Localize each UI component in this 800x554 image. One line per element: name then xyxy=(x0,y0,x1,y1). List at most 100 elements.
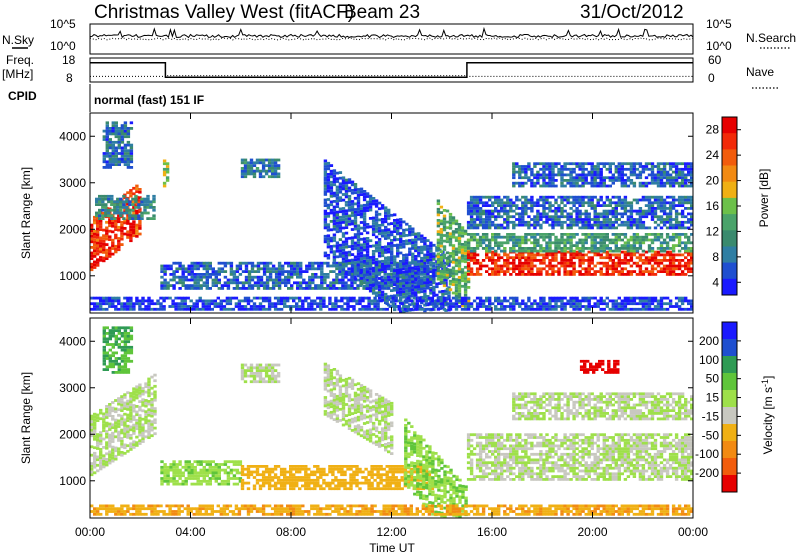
heatmap-cell xyxy=(399,282,403,286)
heatmap-cell xyxy=(250,275,255,279)
heatmap-cell xyxy=(602,223,606,227)
heatmap-cell xyxy=(638,267,643,271)
heatmap-cell xyxy=(436,224,441,228)
heatmap-cell xyxy=(656,179,661,182)
heatmap-cell xyxy=(341,179,346,182)
heatmap-cell xyxy=(665,264,670,268)
heatmap-cell xyxy=(368,258,373,262)
heatmap-cell xyxy=(102,234,106,238)
heatmap-cell xyxy=(117,296,121,300)
heatmap-cell xyxy=(350,253,355,256)
heatmap-cell xyxy=(641,215,646,219)
heatmap-cell xyxy=(542,204,546,207)
heatmap-cell xyxy=(304,296,308,300)
heatmap-cell xyxy=(605,273,609,276)
heatmap-cell xyxy=(396,246,400,250)
heatmap-cell xyxy=(442,299,447,303)
heatmap-cell xyxy=(605,184,609,188)
heatmap-cell xyxy=(353,277,358,281)
heatmap-cell xyxy=(308,264,312,268)
heatmap-cell xyxy=(317,275,321,279)
heatmap-cell xyxy=(110,217,114,220)
heatmap-cell xyxy=(439,278,444,281)
heatmap-cell xyxy=(355,299,359,303)
heatmap-cell xyxy=(557,209,561,213)
heatmap-cell xyxy=(614,244,618,247)
heatmap-cell xyxy=(328,307,332,311)
heatmap-cell xyxy=(417,254,421,258)
heatmap-cell xyxy=(335,205,340,208)
heatmap-cell xyxy=(108,127,112,130)
heatmap-cell xyxy=(466,302,471,306)
heatmap-cell xyxy=(317,267,321,271)
heatmap-cell xyxy=(368,217,373,220)
heatmap-cell xyxy=(429,263,433,267)
heatmap-cell xyxy=(320,278,324,282)
heatmap-cell xyxy=(626,209,631,213)
heatmap-cell xyxy=(96,241,100,245)
heatmap-cell xyxy=(524,170,528,174)
heatmap-cell xyxy=(313,299,317,303)
heatmap-cell xyxy=(326,284,330,287)
heatmap-cell xyxy=(439,244,444,248)
heatmap-cell xyxy=(665,212,670,216)
heatmap-cell xyxy=(542,253,546,257)
heatmap-cell xyxy=(102,302,106,306)
heatmap-cell xyxy=(343,296,347,300)
heatmap-cell xyxy=(165,167,170,171)
freq-traces xyxy=(90,62,693,78)
heatmap-cell xyxy=(435,285,439,289)
heatmap-cell xyxy=(626,162,631,166)
heatmap-cell xyxy=(196,273,200,276)
heatmap-cell xyxy=(629,170,634,174)
heatmap-cell xyxy=(423,264,427,268)
heatmap-cell xyxy=(641,184,646,188)
heatmap-cell xyxy=(572,235,576,239)
heatmap-cell xyxy=(143,208,147,212)
heatmap-cell xyxy=(632,220,637,224)
heatmap-cell xyxy=(445,273,450,277)
heatmap-cell xyxy=(347,262,352,265)
heatmap-cell xyxy=(249,172,254,176)
heatmap-cell xyxy=(264,299,269,303)
heatmap-cell xyxy=(417,248,421,252)
heatmap-cell xyxy=(614,305,618,308)
heatmap-cell xyxy=(481,204,486,207)
heatmap-cell xyxy=(383,273,387,276)
heatmap-cell xyxy=(497,235,501,239)
heatmap-cell xyxy=(314,267,318,271)
heatmap-cell xyxy=(644,184,649,188)
heatmap-cell xyxy=(287,287,291,290)
heatmap-cell xyxy=(680,223,685,227)
heatmap-cell xyxy=(93,263,97,267)
heatmap-cell xyxy=(332,244,337,248)
heatmap-cell xyxy=(243,161,248,165)
heatmap-cell xyxy=(114,163,118,166)
heatmap-cell xyxy=(261,164,266,167)
heatmap-cell xyxy=(120,127,125,130)
heatmap-cell xyxy=(277,281,282,285)
heatmap-cell xyxy=(497,267,501,271)
heatmap-cell xyxy=(168,296,172,300)
heatmap-cell xyxy=(542,220,546,224)
heatmap-cell xyxy=(620,250,624,254)
heatmap-cell xyxy=(521,167,525,171)
heatmap-cell xyxy=(587,267,591,271)
heatmap-cell xyxy=(384,220,388,224)
heatmap-cell xyxy=(551,299,555,303)
heatmap-cell xyxy=(599,267,603,271)
heatmap-cell xyxy=(478,198,483,202)
heatmap-cell xyxy=(542,170,546,174)
heatmap-cell xyxy=(650,270,655,273)
heatmap-cell xyxy=(117,214,121,218)
heatmap-cell xyxy=(578,270,582,273)
heatmap-cell xyxy=(93,296,97,300)
heatmap-cell xyxy=(424,307,429,311)
heatmap-cell xyxy=(593,170,597,174)
heatmap-cell xyxy=(229,264,234,268)
heatmap-cell xyxy=(123,154,128,158)
heatmap-cell xyxy=(647,244,652,247)
heatmap-cell xyxy=(368,244,373,248)
heatmap-cell xyxy=(323,165,328,168)
heatmap-cell xyxy=(371,275,376,278)
